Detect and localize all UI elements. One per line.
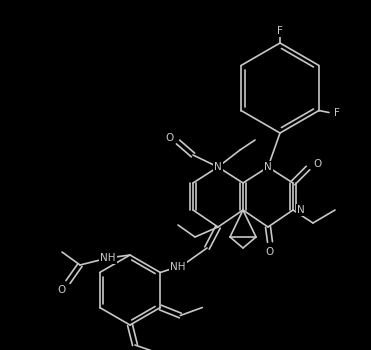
Text: O: O	[166, 133, 174, 143]
Text: N: N	[214, 162, 222, 172]
Text: F: F	[334, 108, 340, 119]
Text: O: O	[58, 285, 66, 295]
Text: N: N	[297, 205, 305, 215]
Text: F: F	[277, 26, 283, 36]
Text: O: O	[314, 159, 322, 169]
Text: N: N	[264, 162, 272, 172]
Text: NH: NH	[100, 253, 116, 263]
Text: O: O	[266, 247, 274, 257]
Text: NH: NH	[170, 262, 186, 272]
